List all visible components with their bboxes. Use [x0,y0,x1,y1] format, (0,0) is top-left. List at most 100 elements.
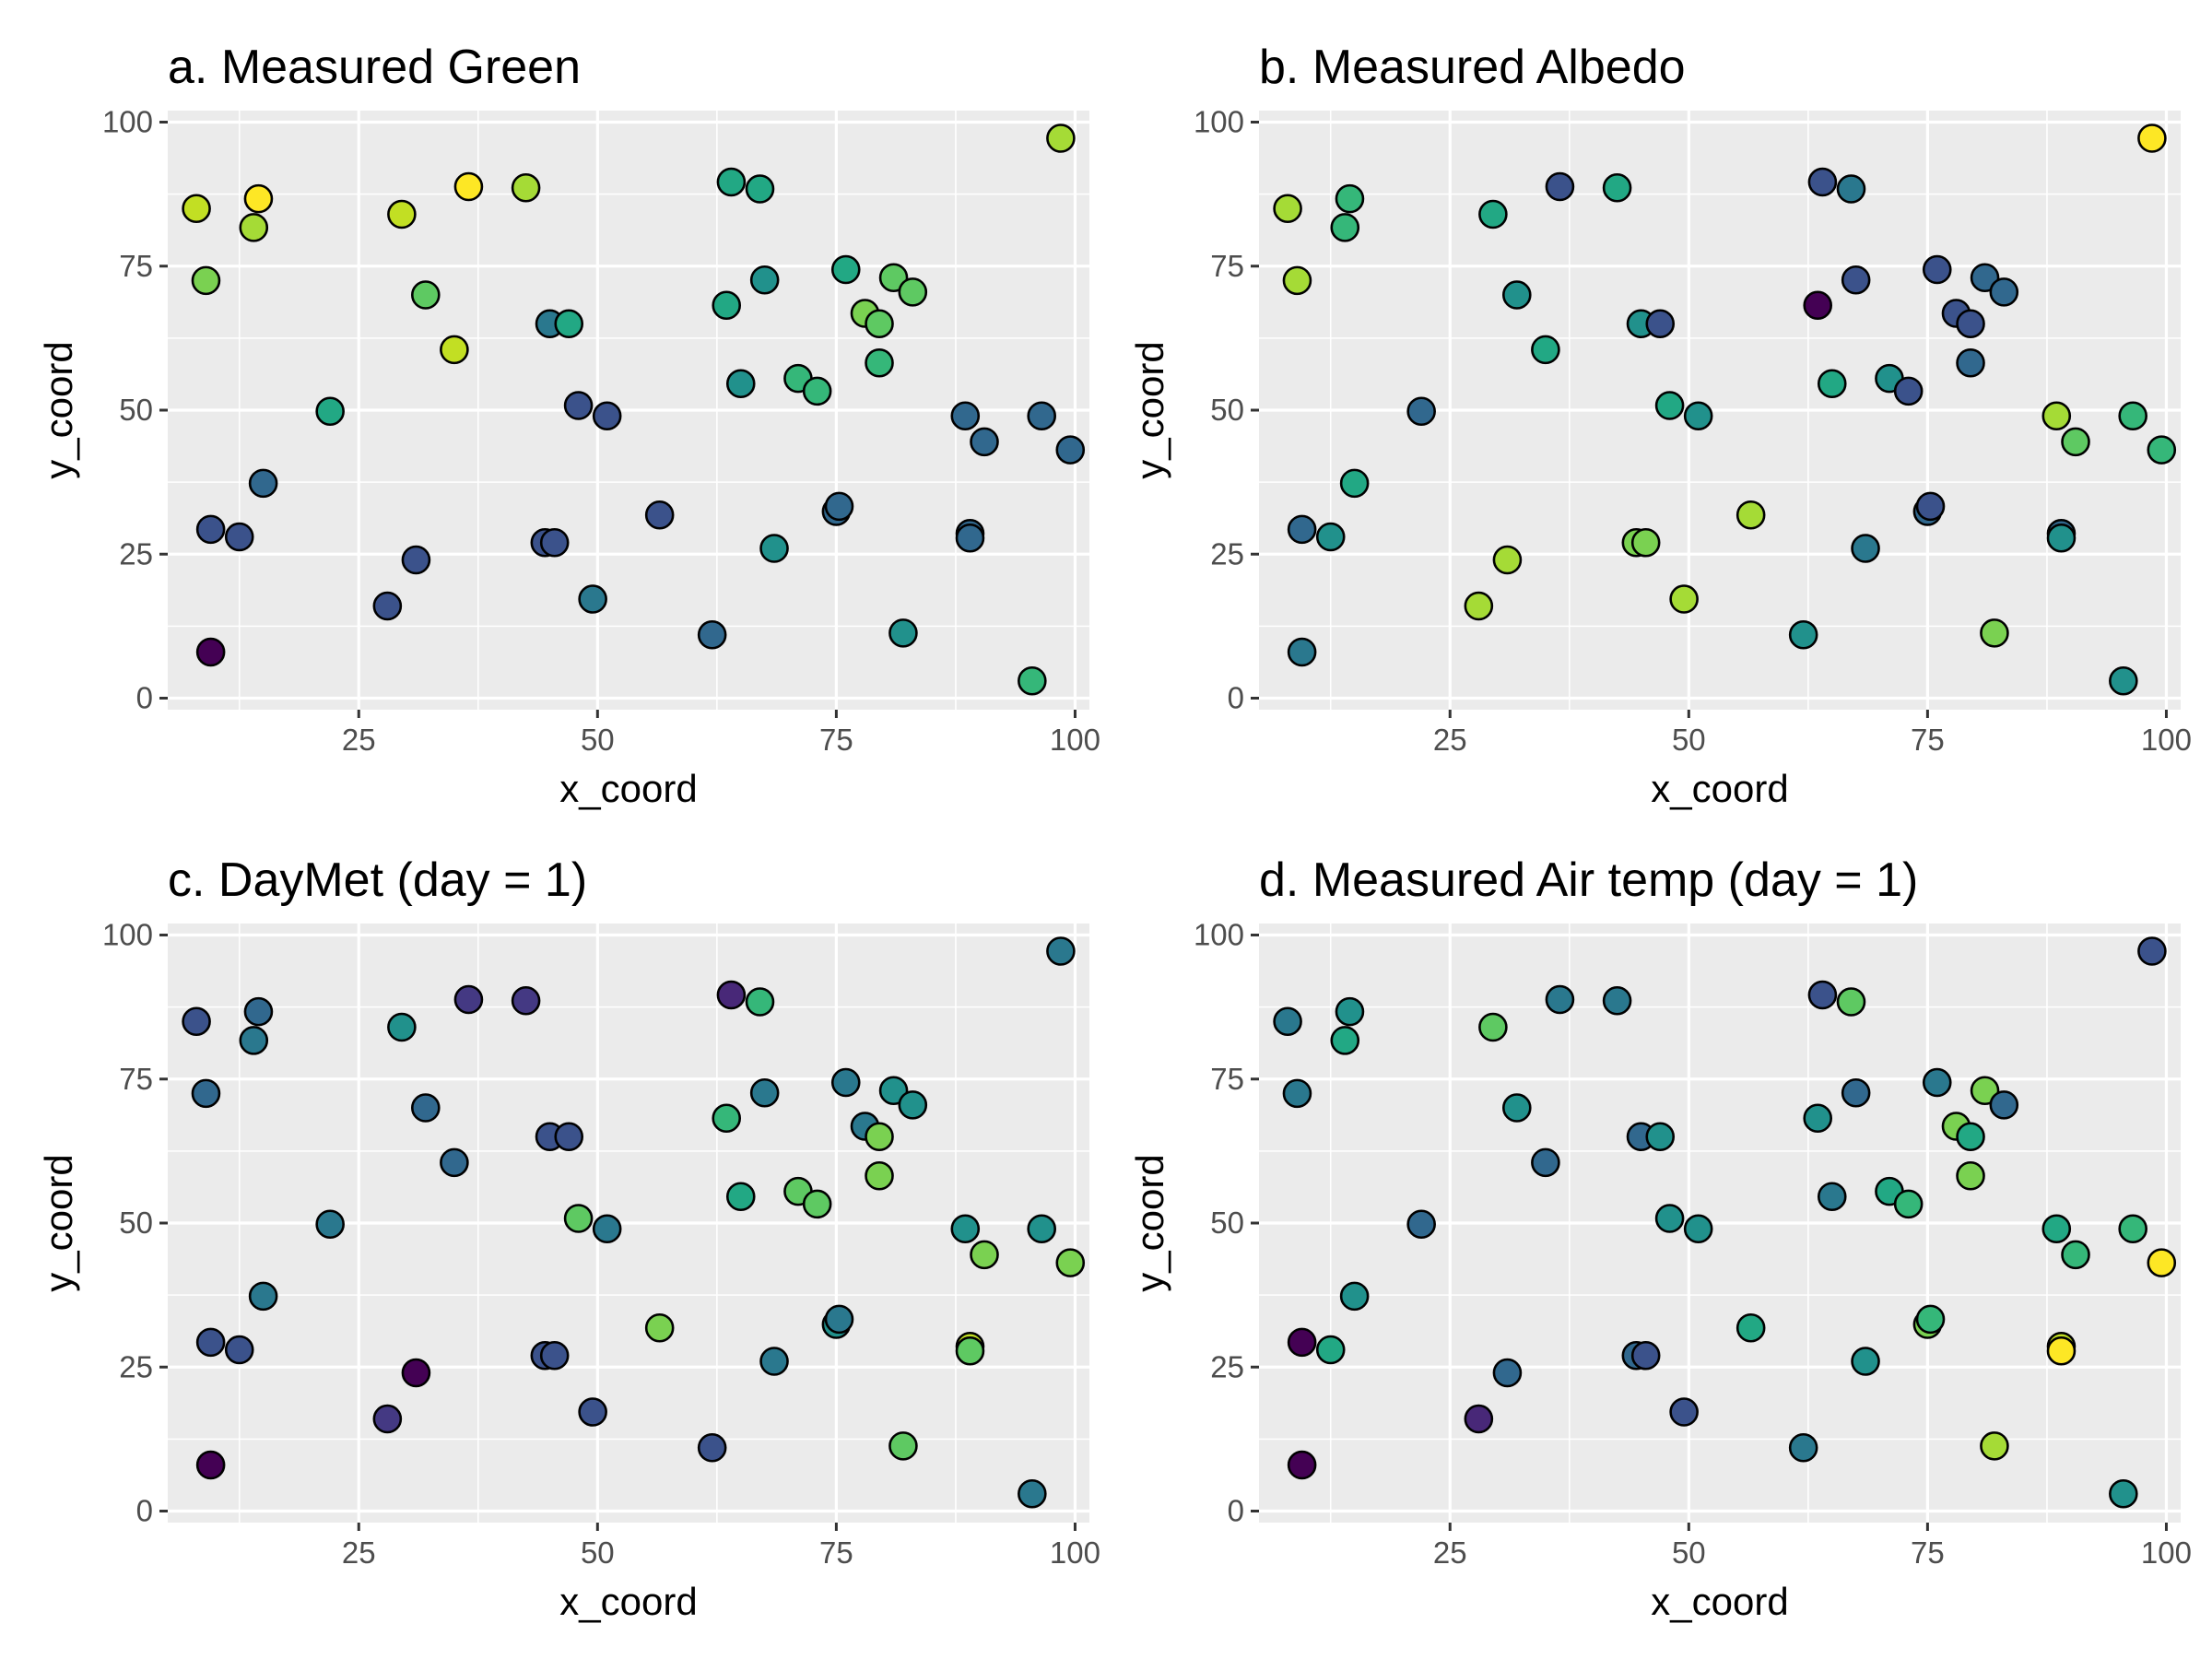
panel-d-point [1956,1160,1985,1191]
panel-d-point [2118,1214,2147,1244]
panel-c-y-tick-label: 0 [136,1494,153,1528]
panel-c-point [802,1189,832,1219]
panel-b-point [1836,174,1866,204]
panel-b-point [1817,369,1847,399]
panel-b-point [1339,468,1370,499]
panel-d-point [1841,1077,1871,1108]
panel-b-point [1841,265,1871,295]
panel-a-point [554,309,584,339]
panel-a-point [865,309,894,339]
panel-d-point [1282,1078,1312,1109]
panel-d-point [1501,1093,1532,1123]
panel-c-point [372,1404,403,1434]
panel-c-point [697,1432,727,1463]
panel-c-point [554,1122,584,1152]
panel-c-point [1027,1214,1056,1244]
panel-b-point [2137,124,2167,153]
panel-b-point [1287,514,1317,545]
panel-a-point [1027,401,1056,431]
panel-a-point [440,335,469,365]
panel-b-y-tick-label: 75 [1210,249,1244,283]
panel-d-point [1654,1204,1685,1233]
panel-c-x-tick-label: 100 [1050,1535,1100,1570]
panel-d-point [1893,1189,1924,1219]
panel-a: 25 50 75 100 0 25 50 75 100 a. Measured Green x_co… [37,41,1100,810]
panel-d-point [1669,1397,1699,1427]
panel-d-point [1803,1103,1833,1134]
panel-b-point [2041,401,2072,431]
panel-a-point [888,618,918,648]
panel-c-point [888,1431,918,1461]
panel-d-point [2041,1214,2072,1244]
panel-c-point [195,1327,226,1358]
panel-a-point [1046,124,1076,153]
panel-b-point [1735,500,1766,530]
panel-d-y-tick-label: 25 [1210,1349,1244,1383]
panel-a-point [824,491,854,522]
panel-b-x-tick-label: 25 [1433,723,1467,757]
panel-c-point [243,996,274,1027]
panel-b-y-tick-label: 50 [1210,393,1244,427]
panel-a-point [759,534,789,563]
panel-a-point [315,396,345,427]
panel-a-point [865,347,894,378]
panel-d-point [1788,1432,1818,1463]
panel-c-point [578,1397,607,1427]
panel-a-point [239,213,269,242]
panel-c-title: c. DayMet (day = 1) [168,853,587,907]
panel-a-y-tick-label: 50 [119,393,153,427]
panel-b-point [1788,619,1818,650]
panel-a-x-tick-label: 25 [342,723,376,757]
panel-b-point [1464,591,1494,621]
panel-c-x-axis-title: x_coord [559,1580,697,1623]
panel-d-title: d. Measured Air temp (day = 1) [1259,853,1918,907]
panel-d-point [1406,1209,1436,1240]
panel-b-point [1970,263,2000,293]
panel-b-point [1915,491,1946,522]
panel-a-point [950,401,981,431]
panel-a-y-tick-label: 75 [119,249,153,283]
panel-c-point [401,1358,431,1388]
panel-a-point [970,427,999,457]
panel-c-point [745,987,775,1017]
panel-b-point [1956,309,1985,339]
panel-c-point [970,1240,999,1270]
panel-d-x-tick-label: 25 [1433,1535,1467,1570]
panel-d-point [1683,1214,1713,1244]
panel-a-point [955,523,985,553]
panel-d-x-tick-label: 50 [1672,1535,1706,1570]
panel-a-point [182,194,211,224]
panel-c-point [511,985,541,1016]
panel-d-point [1836,987,1866,1017]
panel-b-point [1645,309,1676,339]
panel-a-point [712,290,742,321]
panel-b-point [1492,545,1523,575]
panel-d-point [1330,1026,1360,1055]
panel-b-point [1478,199,1508,229]
panel-a-point [191,265,221,296]
panel-a-point [592,401,622,431]
panel-d-point [1735,1312,1766,1343]
panel-b-point [1335,183,1365,214]
panel-b-title: b. Measured Albedo [1259,41,1686,94]
panel-d-y-tick-label: 50 [1210,1206,1244,1240]
panel-c-point [387,1012,417,1042]
panel-b-y-tick-label: 25 [1210,536,1244,571]
panel-a-point [401,545,431,575]
panel-c-point [865,1122,894,1152]
panel-b-point [1922,254,1952,285]
panel-d-y-axis-title: y_coord [1128,1154,1171,1291]
panel-b-point [1273,194,1302,224]
panel-d-point [1630,1340,1661,1371]
panel-a-point [195,514,226,545]
panel-a-point [243,183,274,214]
panel-a-point [578,584,607,614]
panel-d: 25 50 75 100 0 25 50 75 100 d. Measured Air temp … [1128,853,2192,1623]
panel-c-point [830,1067,861,1098]
panel-a-point [1055,435,1086,465]
panel-c-point [239,1026,269,1055]
panel-b-point [1851,534,1880,563]
panel-d-point [1851,1347,1880,1376]
panel-c-y-tick-label: 25 [119,1349,153,1383]
panel-c-point [644,1312,675,1343]
